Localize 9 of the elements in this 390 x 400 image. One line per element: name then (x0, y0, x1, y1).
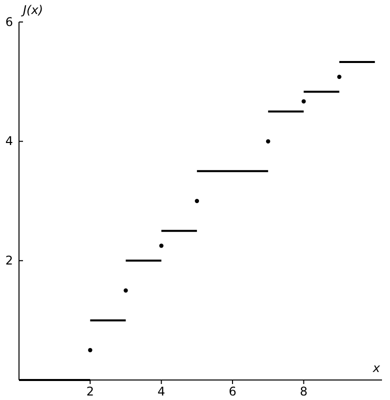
y-axis-title: J(x) (21, 3, 44, 17)
x-axis-title: x (372, 361, 381, 375)
y-tick-label: 4 (5, 134, 13, 148)
y-tick-label: 2 (5, 254, 13, 268)
x-tick-label: 2 (86, 384, 94, 399)
x-tick-label: 6 (228, 384, 236, 399)
x-tick-label: 8 (300, 384, 308, 399)
x-tick-label: 4 (158, 384, 166, 399)
y-tick-label: 6 (5, 14, 13, 29)
